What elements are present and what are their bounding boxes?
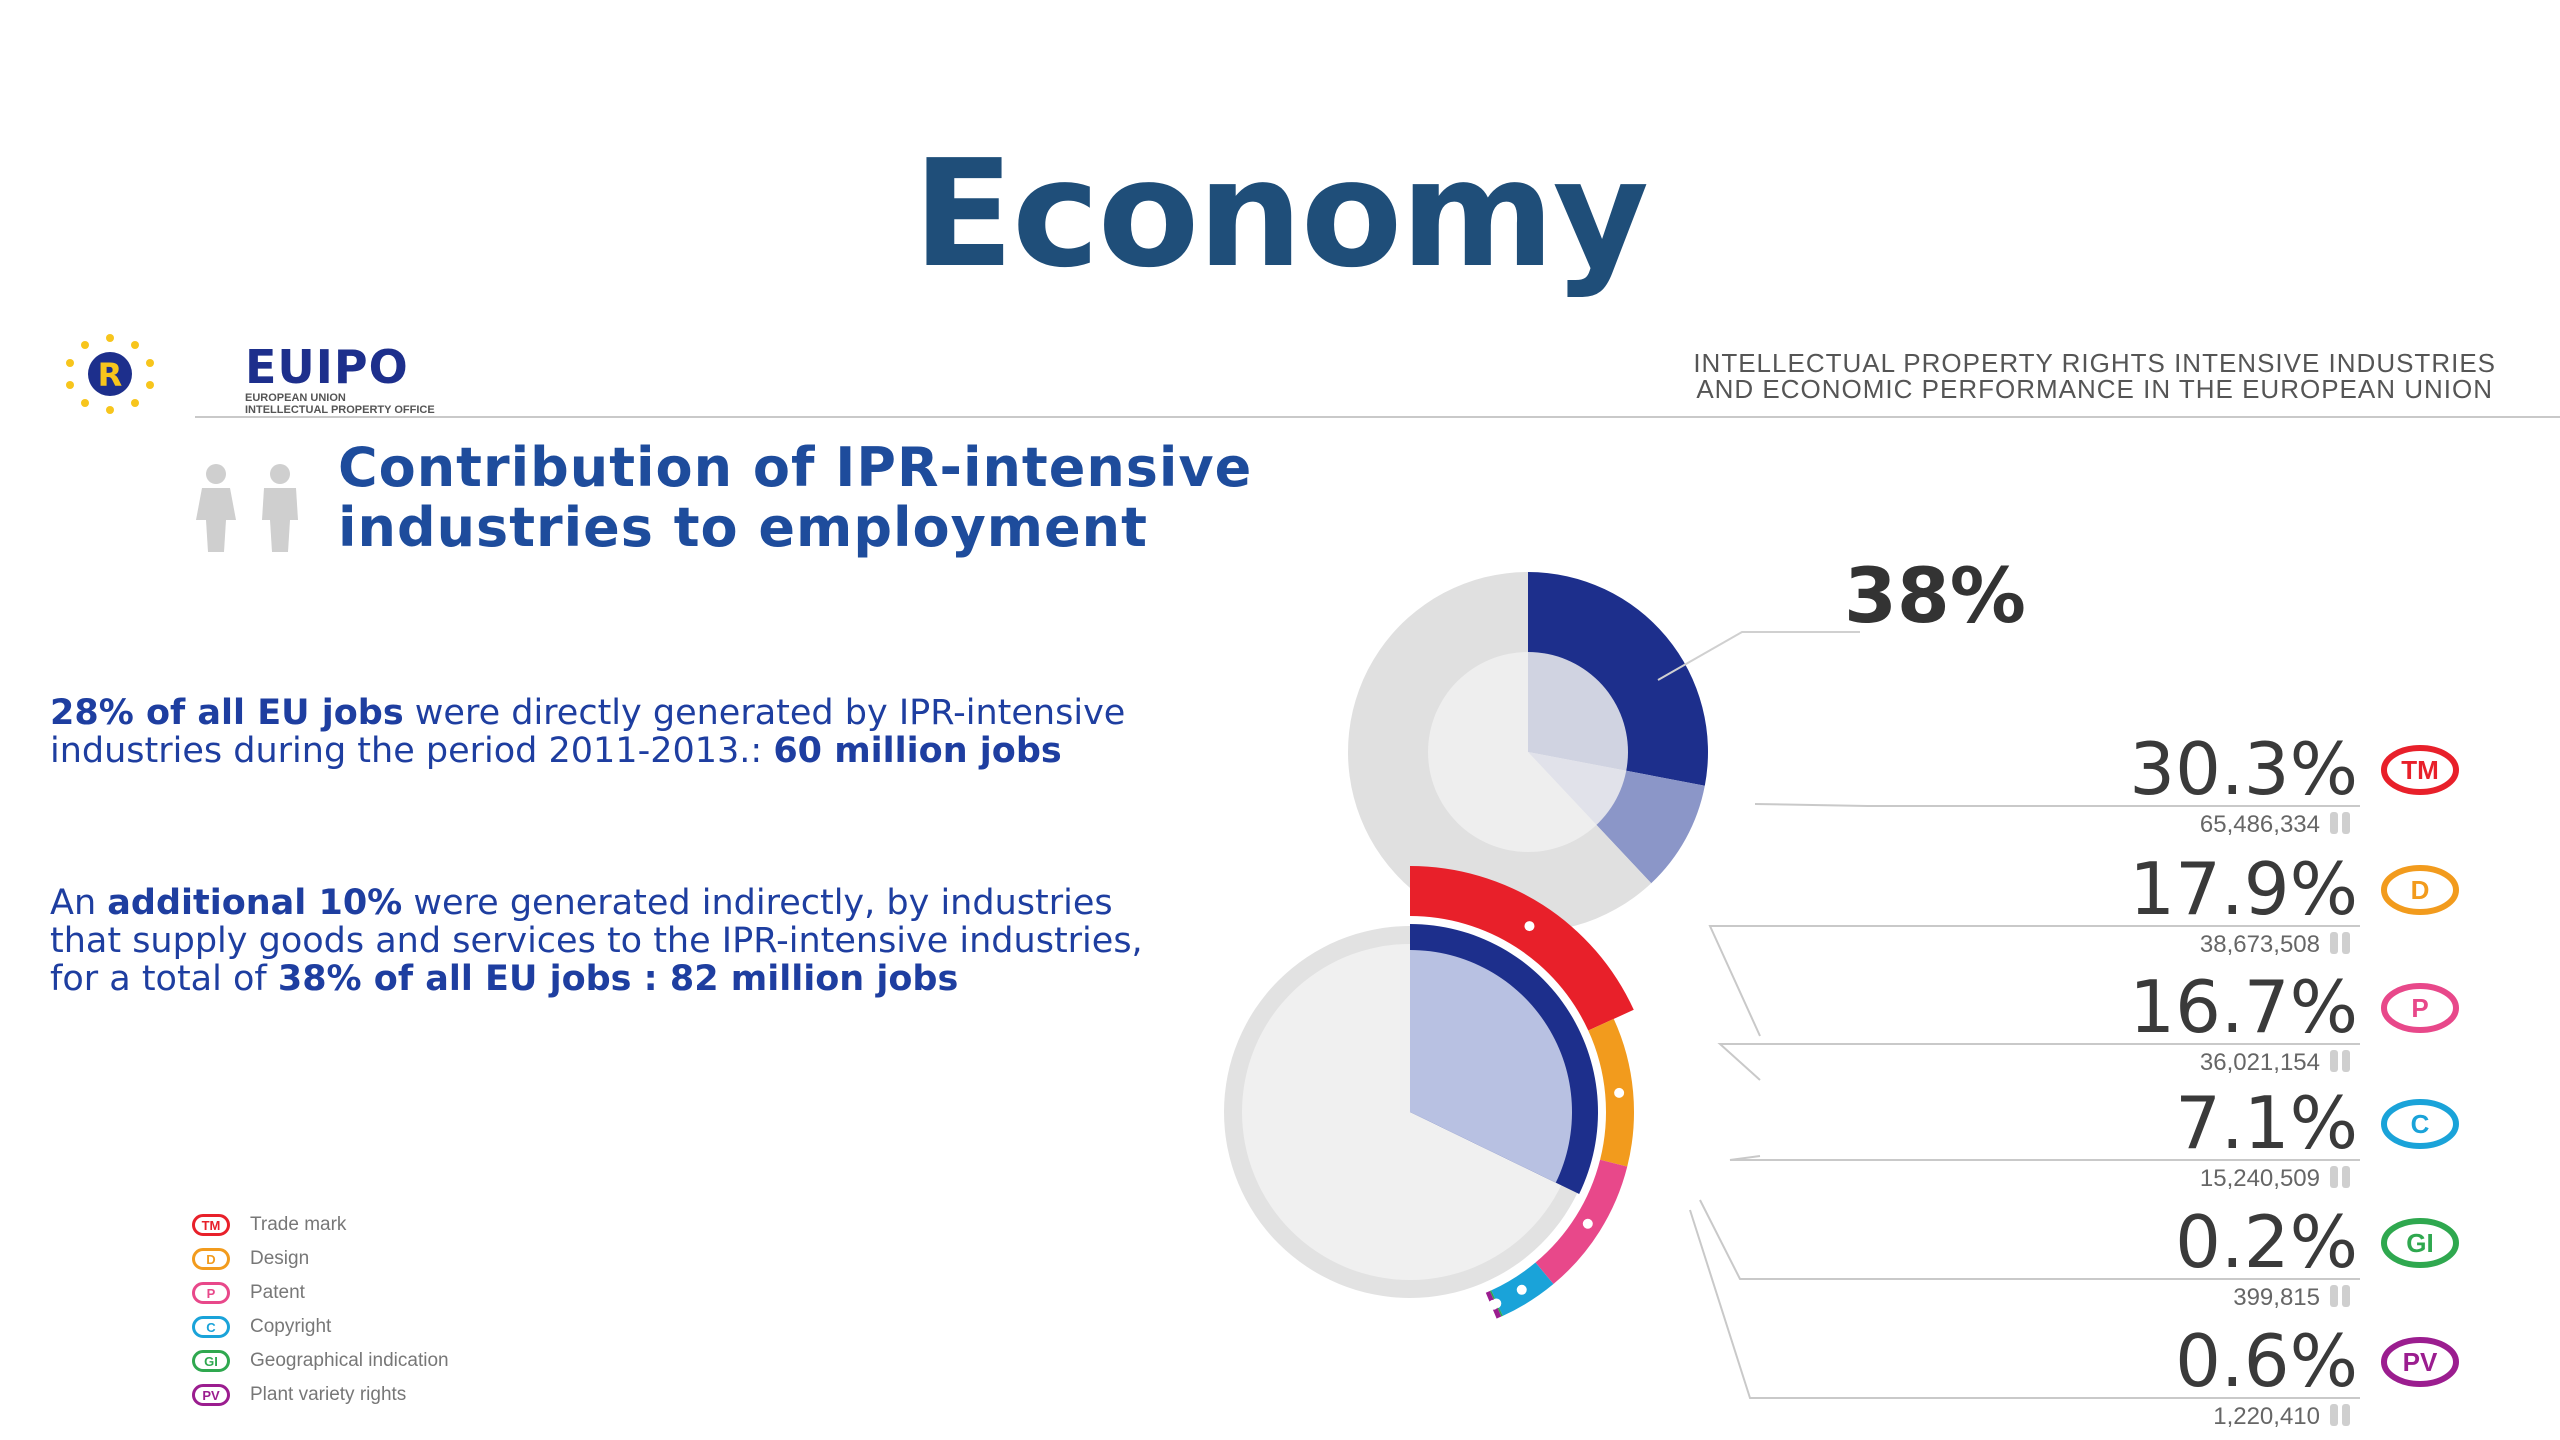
euipo-logo: R EUIPO EUROPEAN UNION INTELLECTUAL PROP… <box>50 328 510 420</box>
top-donut-leader <box>1657 631 1860 681</box>
leader-line-c <box>1729 1155 2360 1161</box>
stat-percent-d: 17.9% <box>2129 847 2358 931</box>
eu-stars-logo-icon: R <box>66 334 154 414</box>
header-divider <box>195 416 2560 418</box>
segment-dot <box>1582 1218 1593 1229</box>
count-people-icon <box>2330 932 2338 954</box>
badge-pv-label: PV <box>2403 1347 2438 1377</box>
badge-tm-icon <box>2381 745 2459 795</box>
badge-gi-label: GI <box>2406 1228 2433 1258</box>
count-people-icon <box>2330 1404 2338 1426</box>
stat-count-c: 15,240,509 <box>2200 1165 2320 1192</box>
badge-pv-icon <box>2381 1337 2459 1387</box>
badge-d-icon <box>2381 865 2459 915</box>
stat-count-gi: 399,815 <box>2233 1284 2320 1311</box>
legend-label: Trade mark <box>250 1214 347 1235</box>
leader-line-pv <box>1689 1209 2360 1399</box>
segment-dot <box>1614 1087 1625 1098</box>
badge-c-label: C <box>2411 1109 2430 1139</box>
segment-dot <box>1524 921 1535 932</box>
badge-d-label: D <box>2411 875 2430 905</box>
people-icon <box>196 464 298 552</box>
segment-tm <box>1410 866 1634 1031</box>
stat-percent-tm: 30.3% <box>2129 727 2358 811</box>
count-people-icon <box>2342 1285 2350 1307</box>
legend-label: Design <box>250 1248 310 1269</box>
badge-tm-label: TM <box>2401 755 2439 785</box>
legend-label: Plant variety rights <box>250 1384 407 1405</box>
legend-badge-gi-icon: GI <box>192 1350 230 1372</box>
report-title: INTELLECTUAL PROPERTY RIGHTS INTENSIVE I… <box>1693 348 2496 404</box>
legend-badge-d-icon: D <box>192 1248 230 1270</box>
count-people-icon <box>2342 932 2350 954</box>
count-people-icon <box>2342 1404 2350 1426</box>
count-people-icon <box>2330 1166 2338 1188</box>
badge-gi-icon <box>2381 1218 2459 1268</box>
segment-d <box>1588 1018 1634 1167</box>
top-donut-hole <box>1428 652 1628 852</box>
count-people-icon <box>2342 812 2350 834</box>
section-title: Contribution of IPR-intensive industries… <box>338 436 1253 559</box>
legend-item-d: D Design <box>192 1242 449 1276</box>
slide-title: Economy <box>912 128 1649 300</box>
leader-line-p <box>1717 1043 2360 1081</box>
leader-line-d <box>1708 925 2360 1037</box>
logo-wordmark: EUIPO <box>245 340 409 394</box>
top-donut-percent-label: 38% <box>1844 551 2026 640</box>
svg-text:R: R <box>98 356 123 394</box>
leader-line-gi <box>1699 1199 2360 1280</box>
legend-label: Patent <box>250 1282 305 1303</box>
ip-rights-legend: TM Trade mark D Design P Patent C Copyright GI Ge… <box>192 1208 449 1412</box>
stat-count-p: 36,021,154 <box>2200 1049 2320 1076</box>
badge-p-label: P <box>2411 993 2428 1023</box>
legend-badge-pv-icon: PV <box>192 1384 230 1406</box>
segment-p <box>1535 1159 1628 1285</box>
logo-subtitle: EUROPEAN UNION INTELLECTUAL PROPERTY OFF… <box>245 392 435 416</box>
stat-count-d: 38,673,508 <box>2200 931 2320 958</box>
count-people-icon <box>2330 1050 2338 1072</box>
indirect-jobs-paragraph: An additional 10% were generated indirec… <box>50 883 1143 999</box>
legend-label: Copyright <box>250 1316 332 1337</box>
legend-badge-c-icon: C <box>192 1316 230 1338</box>
stat-count-tm: 65,486,334 <box>2200 811 2320 838</box>
legend-badge-tm-icon: TM <box>192 1214 230 1236</box>
segment-dot <box>1488 1299 1499 1310</box>
legend-item-p: P Patent <box>192 1276 449 1310</box>
legend-item-pv: PV Plant variety rights <box>192 1378 449 1412</box>
segment-dot <box>1516 1284 1527 1295</box>
direct-jobs-wedge-inner <box>1410 950 1573 1183</box>
stat-percent-gi: 0.2% <box>2175 1200 2358 1284</box>
legend-badge-p-icon: P <box>192 1282 230 1304</box>
stat-percent-c: 7.1% <box>2175 1081 2358 1165</box>
legend-item-c: C Copyright <box>192 1310 449 1344</box>
legend-item-gi: GI Geographical indication <box>192 1344 449 1378</box>
count-people-icon <box>2342 1166 2350 1188</box>
stat-count-pv: 1,220,410 <box>2213 1403 2320 1430</box>
count-people-icon <box>2330 812 2338 834</box>
badge-p-icon <box>2381 983 2459 1033</box>
badge-c-icon <box>2381 1099 2459 1149</box>
leader-line-tm <box>1754 803 2360 807</box>
legend-item-tm: TM Trade mark <box>192 1208 449 1242</box>
count-people-icon <box>2342 1050 2350 1072</box>
count-people-icon <box>2330 1285 2338 1307</box>
direct-jobs-paragraph: 28% of all EU jobs were directly generat… <box>50 693 1126 771</box>
stat-percent-pv: 0.6% <box>2175 1319 2358 1403</box>
stat-percent-p: 16.7% <box>2129 965 2358 1049</box>
legend-label: Geographical indication <box>250 1350 449 1371</box>
